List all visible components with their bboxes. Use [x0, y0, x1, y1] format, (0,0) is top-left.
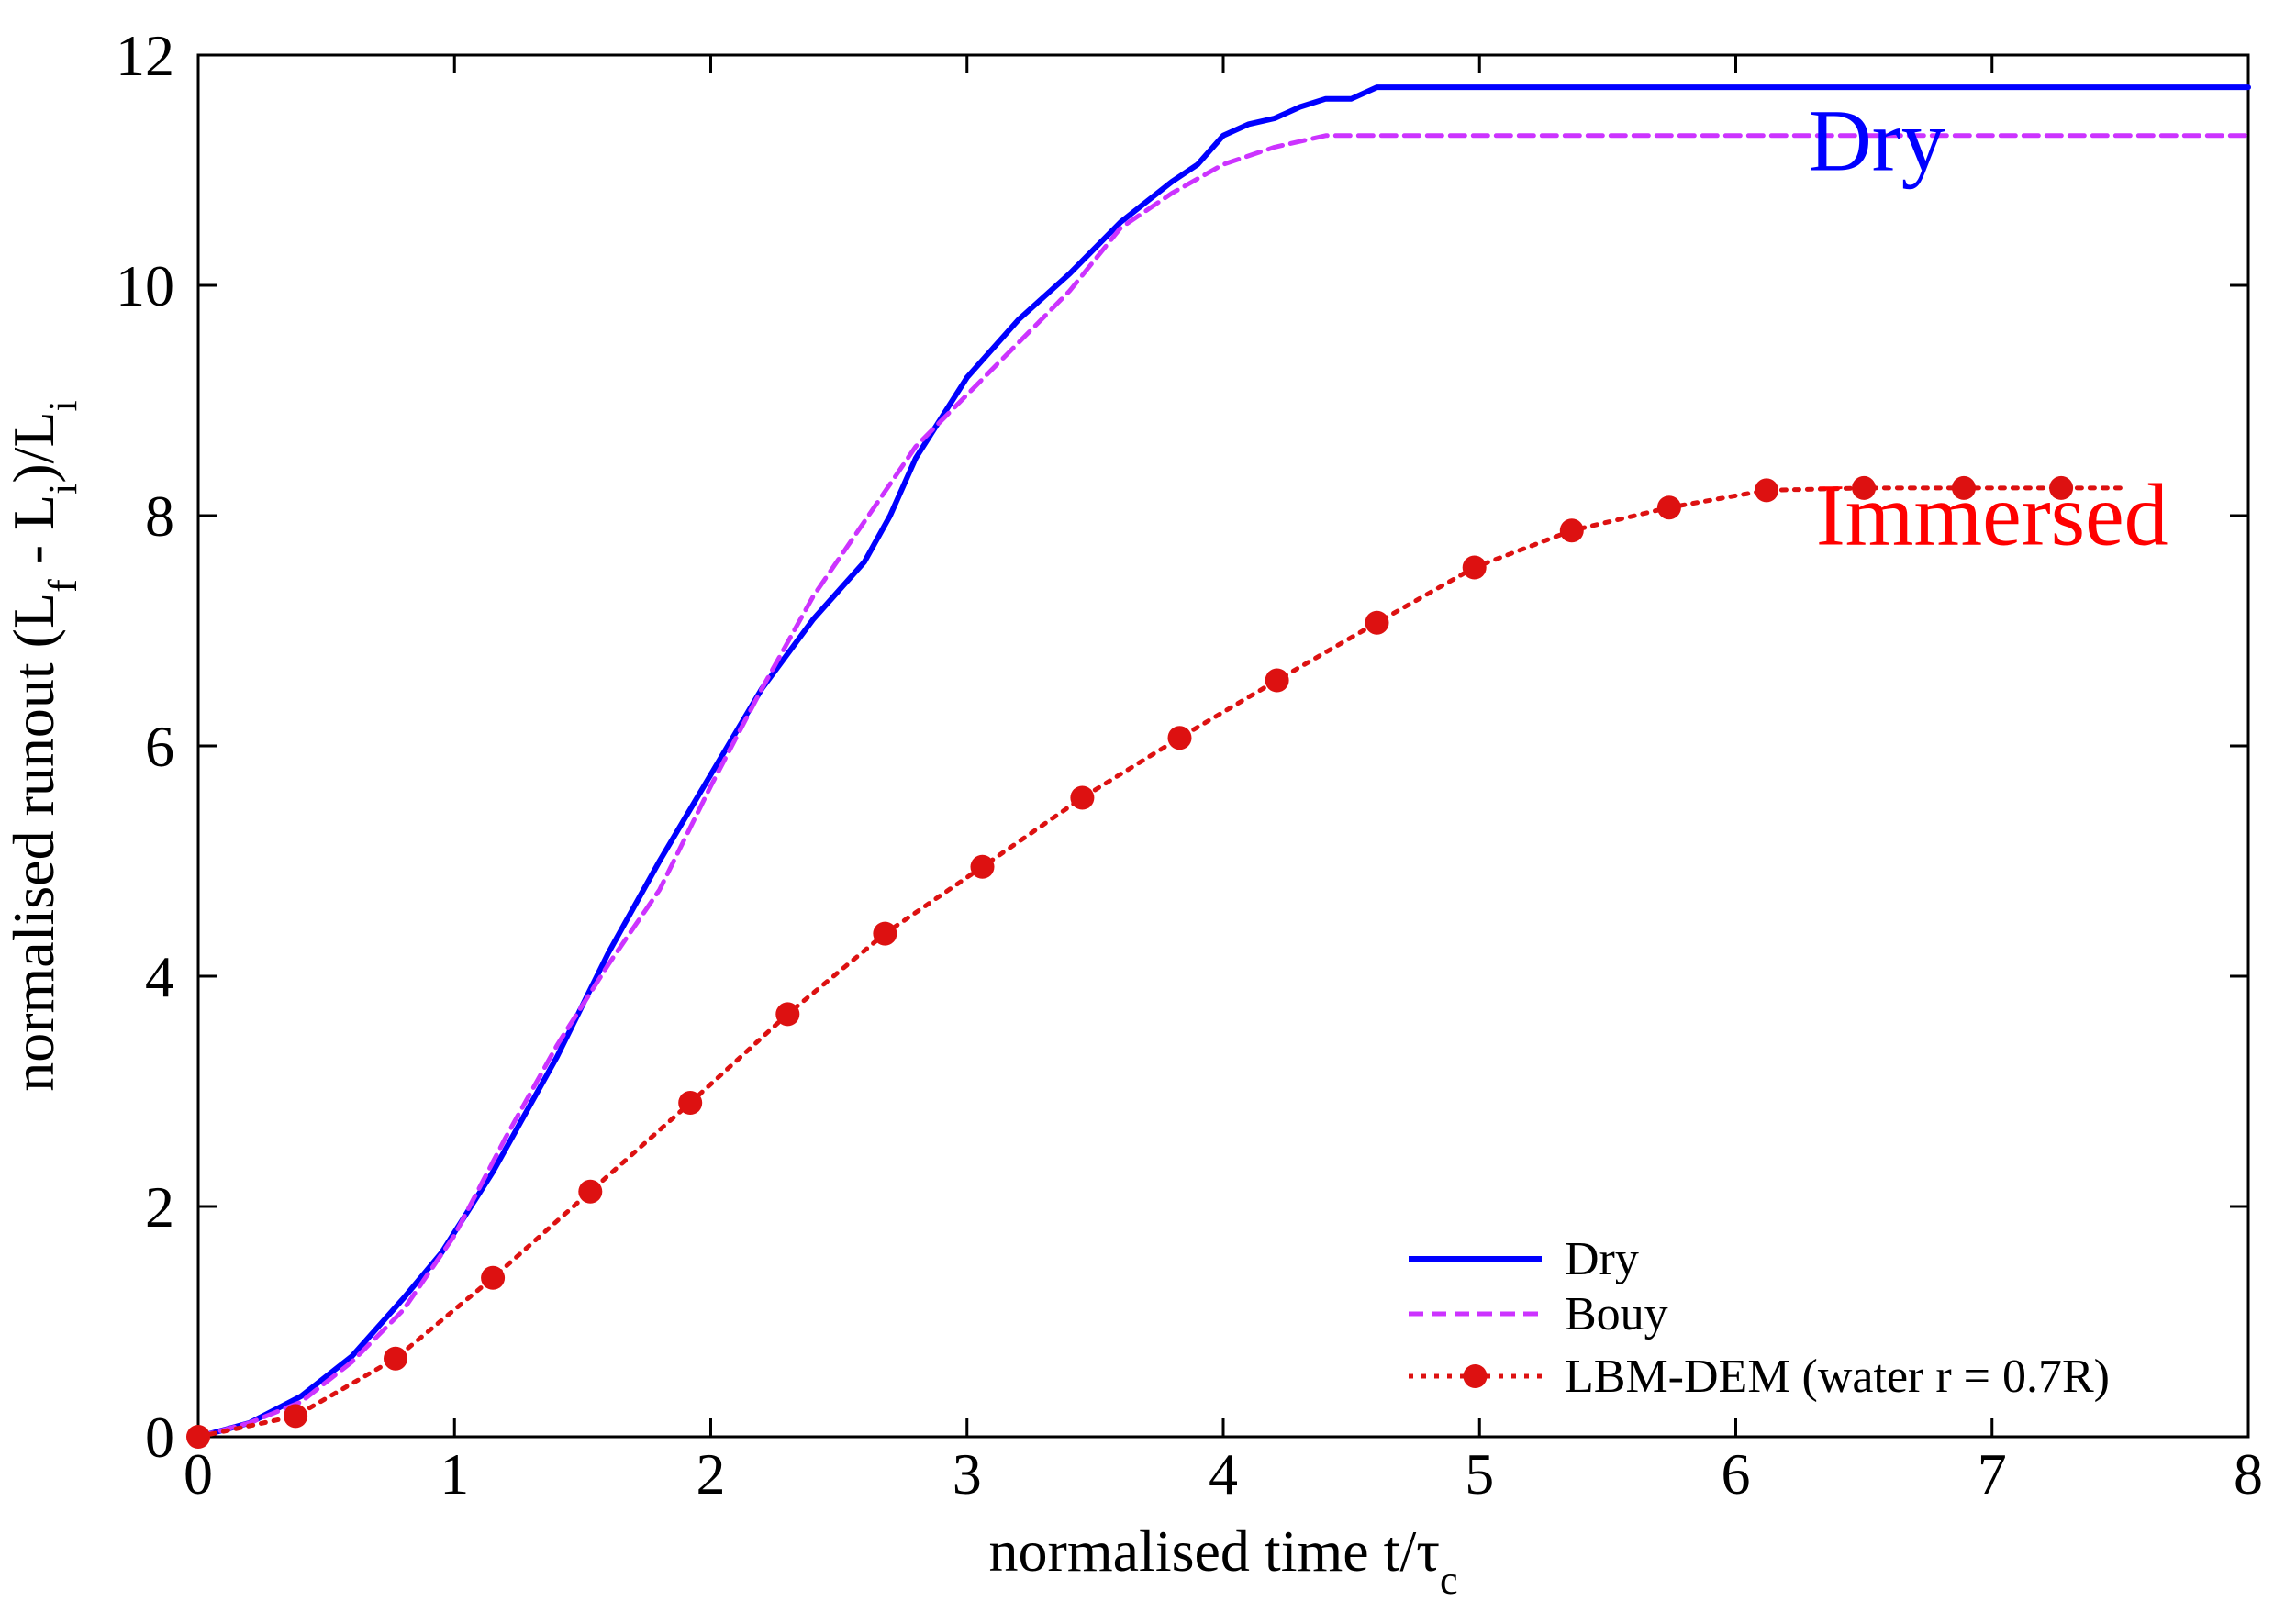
x-tick-label: 1	[440, 1441, 469, 1506]
y-tick-label: 10	[116, 253, 174, 318]
x-tick-label: 4	[1209, 1441, 1238, 1506]
data-point-marker	[873, 921, 897, 946]
data-point-marker	[1952, 475, 1976, 500]
annotation-label: Dry	[1808, 92, 1945, 190]
data-point-marker	[678, 1091, 703, 1115]
y-tick-label: 2	[145, 1174, 174, 1240]
data-point-marker	[2049, 475, 2074, 500]
y-axis-label-subscript: f	[40, 579, 85, 593]
x-axis-label-main: normalised time t/τ	[989, 1518, 1440, 1584]
y-axis-label-subscript: i	[40, 484, 85, 495]
legend-marker-sample	[1463, 1364, 1488, 1388]
data-point-marker	[284, 1404, 308, 1429]
data-point-marker	[578, 1179, 603, 1204]
data-point-marker	[1265, 668, 1289, 693]
annotation-label: Immersed	[1816, 465, 2168, 563]
x-tick-label: 3	[953, 1441, 982, 1506]
data-point-marker	[1365, 610, 1389, 635]
y-axis-label-subscript: i	[40, 400, 85, 411]
y-axis-label-part: )/L	[1, 411, 66, 483]
data-point-marker	[1656, 495, 1681, 520]
y-axis-label-part: - L	[1, 495, 66, 579]
x-axis-label-subscript: c	[1440, 1558, 1458, 1603]
data-point-marker	[1462, 555, 1487, 580]
plot-frame	[196, 53, 2250, 1439]
series-layer	[186, 84, 2251, 1449]
y-tick-label: 8	[145, 484, 174, 549]
series-line-solid	[195, 84, 2251, 1440]
y-tick-label: 4	[145, 944, 174, 1009]
x-tick-label: 6	[1722, 1441, 1751, 1506]
x-tick-label: 5	[1465, 1441, 1494, 1506]
legend-label: LBM-DEM (water r = 0.7R)	[1565, 1351, 2110, 1403]
legend-label: Dry	[1565, 1233, 1639, 1285]
data-point-marker	[481, 1265, 506, 1290]
series-line-dashed	[195, 133, 2251, 1440]
x-tick-label: 7	[1978, 1441, 2007, 1506]
y-tick-label: 0	[145, 1405, 174, 1470]
data-point-marker	[384, 1346, 407, 1371]
data-point-marker	[1755, 478, 1778, 503]
data-point-marker	[970, 854, 995, 879]
y-tick-label: 12	[116, 23, 174, 88]
y-axis-label: normalised runout (Lf - Li)/Li	[1, 400, 85, 1092]
data-point-marker	[1559, 518, 1584, 543]
x-tick-label: 0	[184, 1441, 213, 1506]
annotation-layer: Dry Immersed	[1808, 92, 2168, 564]
data-point-marker	[186, 1425, 210, 1449]
data-point-marker	[1167, 726, 1192, 750]
data-point-marker	[775, 1002, 800, 1027]
x-axis-label: normalised time t/τc	[989, 1518, 1458, 1603]
data-point-marker	[1070, 785, 1095, 810]
y-axis-label-part: normalised runout (L	[1, 593, 66, 1092]
legend-label: Bouy	[1565, 1288, 1668, 1340]
series-line-dotted	[195, 485, 2123, 1440]
data-point-marker	[1852, 475, 1877, 500]
x-tick-label: 8	[2234, 1441, 2263, 1506]
x-tick-label: 2	[697, 1441, 726, 1506]
y-tick-label: 6	[145, 714, 174, 779]
